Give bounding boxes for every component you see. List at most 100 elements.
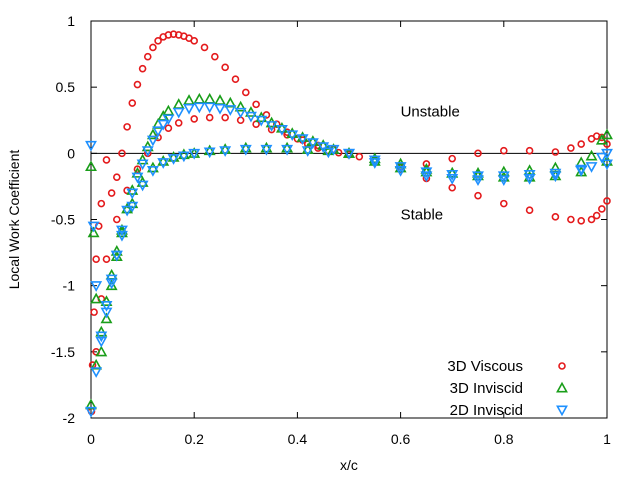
data-point — [245, 111, 257, 123]
data-point — [306, 138, 319, 149]
data-point — [499, 199, 508, 208]
legend-label: 3D Viscous — [447, 358, 523, 375]
data-point — [219, 146, 232, 157]
data-point — [603, 197, 611, 205]
data-point — [85, 160, 97, 172]
data-point — [211, 52, 219, 61]
data-point — [265, 121, 278, 132]
data-point — [523, 173, 536, 185]
data-point — [157, 155, 170, 166]
legend-marker — [556, 405, 568, 417]
annotation-stable: Stable — [401, 207, 444, 224]
data-point — [143, 52, 152, 61]
data-point — [231, 75, 240, 84]
data-point — [174, 119, 183, 127]
y-tick-label: 0 — [67, 145, 75, 161]
data-point — [203, 102, 216, 114]
data-point — [172, 107, 185, 119]
data-point — [448, 183, 457, 192]
data-point — [95, 345, 108, 357]
x-tick-label: 0.2 — [184, 431, 204, 447]
data-point — [497, 175, 510, 187]
data-point — [100, 312, 113, 324]
data-point — [523, 170, 536, 182]
data-point — [446, 170, 459, 181]
data-point — [85, 406, 97, 418]
data-point — [162, 104, 175, 116]
data-point — [587, 215, 596, 224]
data-point — [281, 144, 294, 156]
x-tick-label: 1 — [603, 431, 611, 447]
y-tick-label: 0.5 — [56, 79, 76, 95]
data-point — [126, 201, 139, 213]
series-3d-inviscid — [85, 92, 613, 410]
data-point — [205, 113, 214, 122]
legend-label: 2D Inviscid — [450, 402, 523, 419]
data-point — [128, 99, 137, 107]
data-point — [567, 144, 575, 152]
data-point — [177, 151, 190, 163]
data-point — [355, 152, 364, 161]
data-point — [275, 125, 288, 136]
data-point — [585, 162, 598, 173]
legend-marker — [558, 362, 566, 370]
data-point — [136, 159, 149, 171]
data-point — [172, 98, 185, 109]
data-point — [577, 217, 586, 225]
data-point — [203, 147, 216, 159]
data-point — [113, 215, 121, 224]
data-point — [146, 166, 159, 177]
data-point — [525, 206, 534, 215]
data-point — [188, 148, 201, 160]
legend-marker — [556, 381, 568, 393]
data-point — [394, 162, 407, 173]
data-point — [601, 159, 613, 171]
data-point — [193, 102, 206, 114]
data-point — [317, 142, 330, 153]
data-point — [87, 221, 100, 233]
data-point — [575, 164, 588, 176]
data-point — [322, 147, 335, 159]
data-point — [105, 274, 118, 286]
data-point — [296, 134, 309, 146]
data-point — [100, 301, 113, 312]
x-tick-label: 0.8 — [494, 431, 514, 447]
data-point — [420, 167, 433, 179]
data-point — [219, 143, 232, 154]
data-point — [551, 148, 560, 156]
data-point — [446, 173, 459, 185]
data-point — [95, 336, 108, 348]
y-tick-label: -1 — [63, 278, 76, 294]
data-point — [525, 146, 534, 155]
data-point — [133, 165, 142, 174]
data-point — [472, 171, 484, 183]
data-point — [90, 308, 98, 316]
annotations: Unstable Stable — [401, 103, 460, 223]
data-point — [549, 168, 562, 180]
data-point — [306, 135, 319, 146]
data-point — [200, 43, 209, 52]
data-point — [146, 128, 159, 140]
data-point — [126, 188, 139, 200]
data-point — [301, 146, 314, 157]
data-point — [92, 255, 100, 264]
data-point — [214, 103, 226, 115]
data-point — [118, 149, 126, 158]
data-point — [448, 154, 457, 163]
data-point — [105, 279, 118, 291]
data-point — [157, 119, 170, 131]
data-point — [190, 37, 198, 45]
data-point — [224, 105, 237, 116]
y-tick-label: -2 — [63, 410, 76, 426]
data-point — [193, 92, 206, 104]
data-point — [149, 43, 157, 52]
y-axis-label: Local Work Coefficient — [6, 150, 22, 290]
data-point — [255, 115, 268, 127]
data-point — [252, 100, 260, 109]
legend: 3D Viscous 3D Inviscid 2D Inviscid — [447, 358, 568, 419]
data-point — [105, 278, 118, 290]
series-2d-inviscid — [85, 102, 613, 418]
data-point — [262, 111, 271, 119]
legend-label: 3D Inviscid — [450, 380, 523, 397]
